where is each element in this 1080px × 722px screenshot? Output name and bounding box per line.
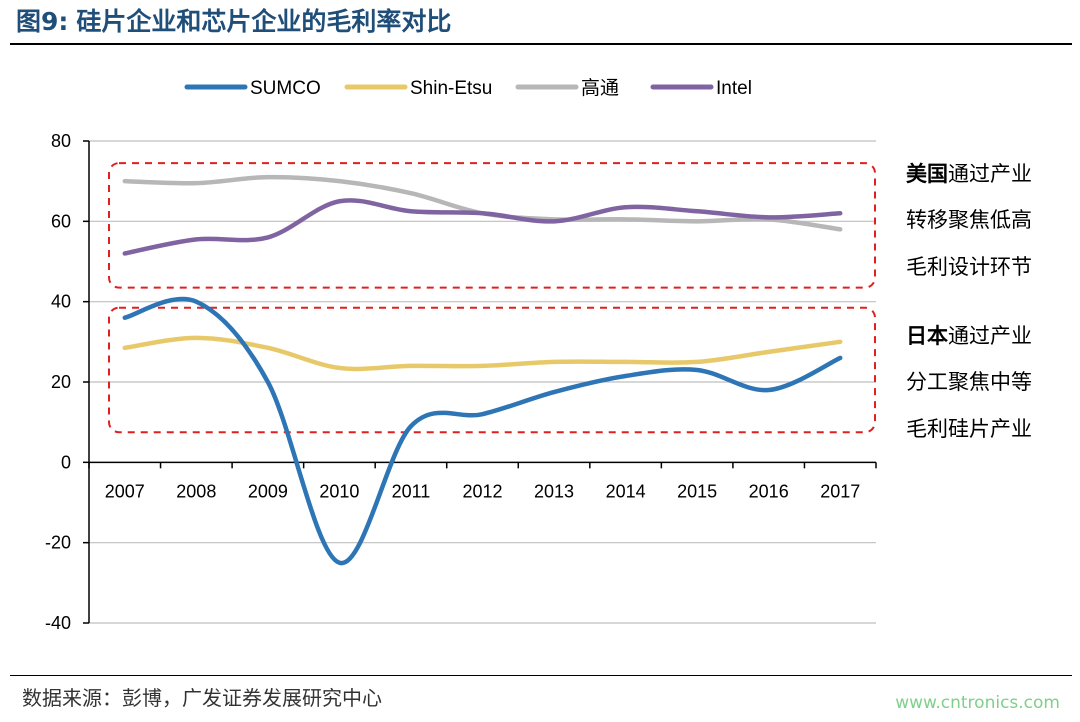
- annotation-box-jp: [108, 306, 876, 434]
- y-tick-label: 40: [51, 292, 71, 312]
- annotation-us-rest: 通过产业: [948, 162, 1032, 186]
- x-tick-label: 2008: [176, 481, 216, 501]
- annotation-jp-line2: 分工聚焦中等: [906, 370, 1032, 394]
- x-tick-label: 2013: [534, 481, 574, 501]
- figure-title: 图9: 硅片企业和芯片企业的毛利率对比: [16, 2, 451, 42]
- annotation-jp-rest: 通过产业: [948, 324, 1032, 348]
- y-tick-label: -20: [45, 533, 71, 553]
- figure-label: 图9:: [16, 7, 69, 36]
- x-tick-label: 2017: [820, 481, 860, 501]
- x-tick-label: 2016: [749, 481, 789, 501]
- annotation-us-line1: 美国通过产业: [906, 150, 1032, 197]
- x-tick-label: 2007: [105, 481, 145, 501]
- legend-label: SUMCO: [250, 78, 321, 99]
- annotation-jp-line1: 日本通过产业: [906, 312, 1032, 359]
- x-tick-label: 2009: [248, 481, 288, 501]
- source-note: 数据来源：彭博，广发证券发展研究中心: [22, 686, 382, 710]
- footer-divider: [10, 675, 1072, 676]
- series-line-0: [122, 296, 843, 566]
- annotation-jp: 日本通过产业 分工聚焦中等 毛利硅片产业: [906, 312, 1032, 453]
- series-line-3: [122, 198, 843, 256]
- x-tick-label: 2014: [606, 481, 646, 501]
- x-tick-label: 2010: [319, 481, 359, 501]
- figure-title-text: 硅片企业和芯片企业的毛利率对比: [76, 7, 452, 36]
- annotation-us-line3: 毛利设计环节: [906, 255, 1032, 279]
- annotation-jp-line3: 毛利硅片产业: [906, 417, 1032, 441]
- legend-label: 高通: [581, 77, 619, 99]
- y-tick-label: 60: [51, 211, 71, 231]
- x-tick-label: 2012: [462, 481, 502, 501]
- x-tick-label: 2011: [392, 481, 431, 501]
- y-tick-label: 20: [51, 372, 71, 392]
- series-line-1: [122, 335, 843, 372]
- legend-label: Shin-Etsu: [410, 78, 492, 99]
- annotation-jp-bold: 日本: [906, 323, 948, 348]
- legend-label: Intel: [716, 78, 752, 99]
- annotation-us: 美国通过产业 转移聚焦低高 毛利设计环节: [906, 150, 1032, 291]
- y-tick-label: 80: [51, 131, 71, 151]
- y-tick-label: 0: [61, 452, 71, 472]
- annotation-box-us: [108, 162, 876, 289]
- annotation-us-bold: 美国: [906, 161, 948, 186]
- y-tick-label: -40: [45, 613, 71, 633]
- annotation-us-line2: 转移聚焦低高: [906, 208, 1032, 232]
- watermark: www.cntronics.com: [895, 693, 1060, 713]
- x-tick-label: 2015: [677, 481, 717, 501]
- title-divider: [10, 43, 1072, 45]
